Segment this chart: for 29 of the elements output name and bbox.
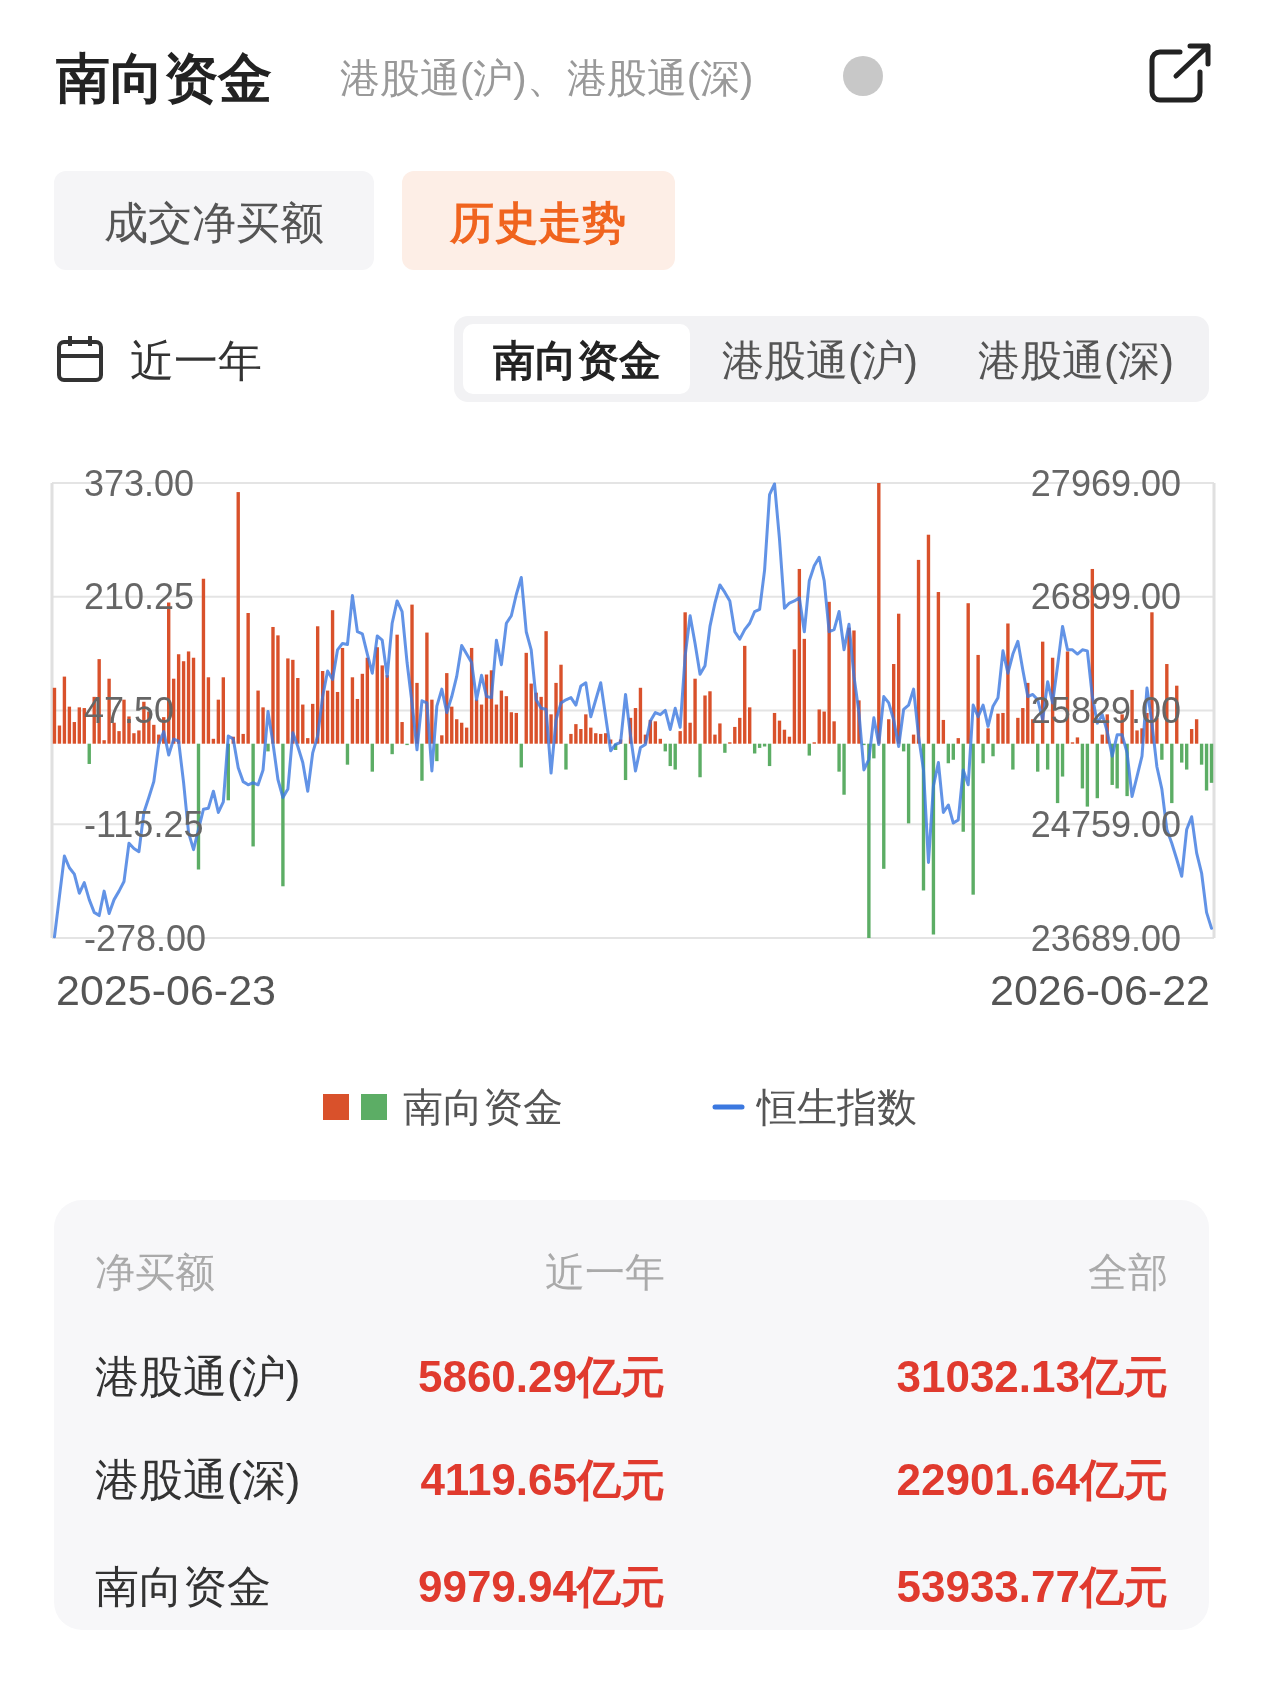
text: 近一年 [545,1250,665,1294]
text: 成交净买额 [104,197,324,247]
text: 净买额 [95,1250,215,1294]
text: 南向资金 [493,336,661,384]
y-tick-label: 373.00 [84,462,195,504]
y-tick-label: 210.25 [84,576,195,618]
text: 53933.77亿元 [896,1561,1168,1611]
text: 31032.13亿元 [896,1351,1168,1401]
text: 港股通(深) [95,1454,301,1504]
text: 全部 [1088,1250,1168,1294]
legend-label: 恒生指数 [755,1085,917,1129]
y-tick-label: -278.00 [84,917,207,959]
legend-label: 南向资金 [403,1085,563,1129]
y2-tick-label: 23689.00 [1030,917,1181,959]
text: 5860.29亿元 [417,1351,665,1401]
text: 港股通(深) [978,336,1174,384]
text: 近一年 [130,335,262,385]
text: 港股通(沪) [95,1351,301,1401]
text: 2025-06-23 [56,966,276,1014]
text: 港股通(沪) [722,336,918,384]
text: 2026-06-22 [990,966,1210,1014]
y2-tick-label: 27969.00 [1030,462,1181,504]
text: 9979.94亿元 [417,1561,665,1611]
text: 南向资金 [95,1561,271,1611]
chart-title: 南向资金 [56,48,272,108]
text: 4119.65亿元 [420,1454,665,1504]
text: 22901.64亿元 [896,1454,1168,1504]
chart-subtitle: 港股通(沪)、港股通(深) [340,56,754,100]
text: 历史走势 [449,197,626,247]
